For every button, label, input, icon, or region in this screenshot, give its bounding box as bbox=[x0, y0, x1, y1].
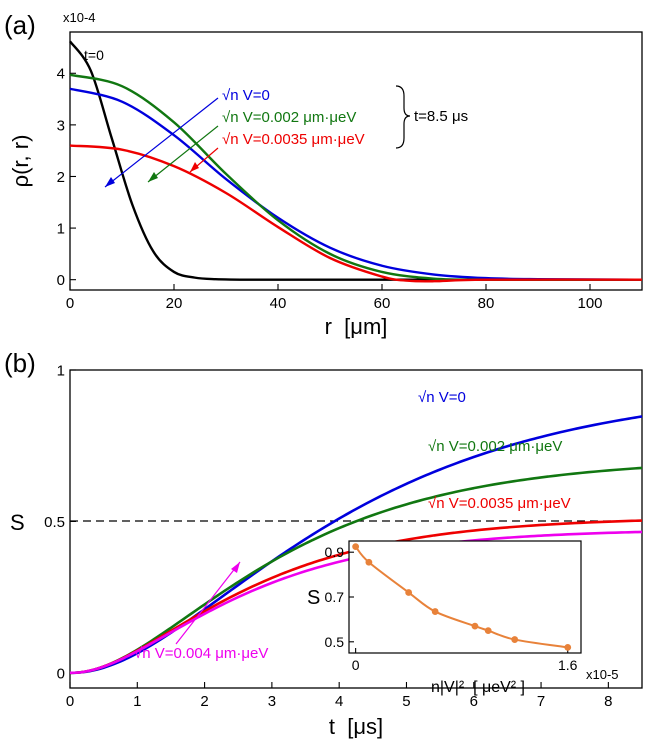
inset-point-1 bbox=[365, 558, 373, 566]
inset-y-ticks: 0.5 0.7 0.9 bbox=[325, 544, 354, 650]
panel-b-frame bbox=[69, 369, 643, 689]
a-xtick-label: 20 bbox=[166, 295, 183, 312]
panel-a-xlabel: r [μm] bbox=[325, 314, 388, 339]
inset-ytick-label: 0.7 bbox=[325, 589, 345, 605]
b-xtick-label: 3 bbox=[268, 693, 276, 710]
inset-frame bbox=[348, 540, 582, 654]
inset-point-2 bbox=[405, 589, 413, 596]
inset-point-7 bbox=[564, 644, 572, 651]
b-xtick-label: 2 bbox=[200, 693, 208, 710]
panel-a-label: (a) bbox=[4, 10, 36, 40]
panel-a-curves bbox=[69, 40, 643, 283]
label-b-n002: √n V=0.002 μm·μeV bbox=[428, 438, 562, 455]
inset-ylabel: S bbox=[307, 587, 320, 609]
inset-curves bbox=[352, 543, 572, 651]
b-xtick-label: 6 bbox=[470, 693, 478, 710]
inset-point-5 bbox=[484, 627, 492, 634]
panel-b-ylabel: S bbox=[10, 510, 25, 535]
b-xtick-label: 1 bbox=[133, 693, 141, 710]
panel-b-xlabel: t [μs] bbox=[329, 714, 383, 739]
a-ytick-label: 0 bbox=[57, 272, 65, 289]
a-series-0-line bbox=[69, 40, 642, 281]
label-b-n0035: √n V=0.0035 μm·μeV bbox=[428, 495, 571, 512]
label-a-n002: √n V=0.002 μm·μeV bbox=[222, 109, 356, 126]
b-xtick-label: 4 bbox=[335, 693, 343, 710]
b-xtick-label: 0 bbox=[66, 693, 74, 710]
b-xtick-label: 7 bbox=[537, 693, 545, 710]
inset-point-4 bbox=[471, 622, 479, 630]
panel-a-x-ticks: 0 20 40 60 80 100 bbox=[66, 284, 603, 312]
a-series-3-line bbox=[69, 144, 643, 283]
label-t0: t=0 bbox=[84, 47, 104, 63]
panel-b-x-ticks: 0 1 2 3 4 5 6 7 8 bbox=[66, 682, 613, 710]
b-xtick-label: 5 bbox=[402, 693, 410, 710]
inset-xtick-label: 0 bbox=[352, 657, 360, 673]
a-xtick-label: 40 bbox=[270, 295, 287, 312]
arrow-blue bbox=[104, 97, 219, 188]
b-series-1-line bbox=[69, 466, 643, 675]
label-a-n0035: √n V=0.0035 μm·μeV bbox=[222, 131, 365, 148]
inset-ytick-label: 0.5 bbox=[325, 634, 345, 650]
inset-xlabel: n|V|² [ μeV² ] bbox=[431, 679, 525, 696]
a-ytick-label: 4 bbox=[57, 66, 65, 83]
label-time: t=8.5 μs bbox=[414, 108, 468, 125]
panel-a-multiplier: x10-4 bbox=[63, 10, 96, 25]
a-ytick-label: 1 bbox=[57, 220, 65, 237]
arrow-red bbox=[189, 147, 219, 173]
label-b-n004: √n V=0.004 μm·μeV bbox=[134, 645, 268, 662]
a-xtick-label: 100 bbox=[577, 295, 602, 312]
panel-b-y-ticks: 00.51 bbox=[44, 362, 76, 682]
inset-ytick-label: 0.9 bbox=[325, 544, 345, 560]
label-a-n0: √n V=0 bbox=[222, 87, 270, 104]
panel-b-label: (b) bbox=[4, 348, 36, 378]
panel-a-ylabel: ρ(r, r) bbox=[8, 135, 33, 188]
b-ytick-label: 0 bbox=[57, 665, 65, 682]
inset-point-6 bbox=[511, 636, 519, 643]
panel-a-frame bbox=[69, 31, 643, 291]
a-xtick-label: 0 bbox=[66, 295, 74, 312]
a-ytick-label: 3 bbox=[57, 117, 65, 134]
a-ytick-label: 2 bbox=[57, 169, 65, 186]
arrow-magenta bbox=[175, 561, 241, 645]
inset-xtick-label: 1.6 bbox=[558, 657, 578, 673]
inset-point-3 bbox=[431, 608, 439, 615]
a-xtick-label: 80 bbox=[478, 295, 495, 312]
b-xtick-label: 8 bbox=[604, 693, 612, 710]
label-b-n0: √n V=0 bbox=[418, 389, 466, 406]
panel-a-y-ticks: 0 1 2 3 4 bbox=[57, 66, 76, 289]
inset-point-0 bbox=[352, 543, 360, 550]
inset-multiplier: x10-5 bbox=[586, 667, 619, 682]
b-ytick-label: 1 bbox=[57, 362, 65, 379]
time-bracket bbox=[395, 85, 411, 149]
a-xtick-label: 60 bbox=[374, 295, 391, 312]
arrow-green bbox=[147, 125, 219, 183]
b-ytick-label: 0.5 bbox=[44, 514, 65, 531]
